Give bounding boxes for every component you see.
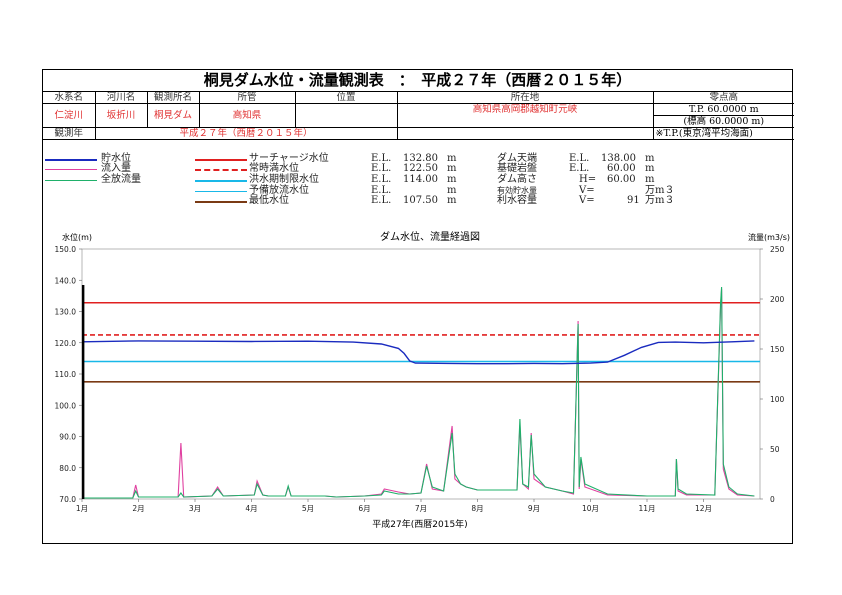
value-station: 桐見ダム [146, 103, 200, 128]
legend-label-min-level: 最低水位 [249, 195, 289, 206]
legend-label-pre-release: 予備放流水位 [249, 185, 309, 196]
y-left-tick-label: 150.0 [55, 245, 77, 254]
legend-block: 貯水位 流入量 全放流量 サーチャージ水位 常時満水位 洪水期制限水位 予備放流… [43, 153, 792, 224]
legend-label-inflow: 流入量 [101, 163, 131, 174]
chart-title: ダム水位、流量経過図 [380, 230, 480, 243]
dam-value-1: 60.00 [607, 163, 636, 174]
x-tick-label: 6月 [358, 504, 370, 513]
level-unit-4: m [447, 195, 457, 206]
dam-name-3: 有効貯水量 [497, 186, 537, 195]
x-tick-label: 2月 [132, 504, 144, 513]
dam-prefix-2: H= [579, 174, 597, 185]
x-tick-label: 5月 [302, 504, 314, 513]
y-left-tick-label: 100.0 [55, 401, 77, 410]
value-river: 坂折川 [94, 103, 148, 128]
y-left-tick-label: 90.0 [59, 433, 76, 442]
obs-year-value: 平成２７年（西暦２０１５年） [94, 127, 398, 140]
series-line [82, 288, 755, 499]
level-unit-0: m [447, 153, 457, 164]
y-right-tick-label: 250 [770, 245, 785, 254]
level-unit-2: m [447, 174, 457, 185]
x-tick-label: 11月 [638, 504, 655, 513]
series-line [82, 286, 755, 499]
y-left-tick-label: 110.0 [55, 370, 77, 379]
legend-swatch-normal-full [195, 169, 247, 171]
legend-label-flood-limit: 洪水期制限水位 [249, 174, 319, 185]
x-tick-label: 9月 [528, 504, 540, 513]
x-tick-label: 12月 [695, 504, 712, 513]
x-tick-label: 4月 [245, 504, 257, 513]
level-unit-3: m [447, 185, 457, 196]
x-tick-label: 7月 [415, 504, 427, 513]
plot-area: 70.0 80.0 90.0 100.0 110.0 120.0 130.0 140.0 150… [55, 245, 785, 513]
y-left-tick-label: 130.0 [55, 308, 77, 317]
y-right-tick-label: 150 [770, 345, 785, 354]
dam-value-2: 60.00 [607, 174, 636, 185]
x-tick-label: 3月 [189, 504, 201, 513]
y-left-tick-label: 140.0 [55, 276, 77, 285]
dam-name-4: 利水容量 [497, 195, 537, 206]
dam-unit-0: m [645, 153, 655, 164]
legend-label-storage: 貯水位 [101, 153, 131, 164]
level-prefix-4: E.L. [371, 195, 392, 206]
y-left-axis-label: 水位(m) [62, 232, 92, 242]
dam-unit-2: m [645, 174, 655, 185]
y-left-tick-label: 120.0 [55, 339, 77, 348]
report-title: 桐見ダム水位・流量観測表 ： 平成２７年（西暦２０１５年） [43, 70, 792, 92]
report-frame: 桐見ダム水位・流量観測表 ： 平成２７年（西暦２０１５年） 水系名 河川名 観測… [42, 69, 794, 544]
y-right-tick-label: 50 [770, 445, 780, 454]
level-value-2: 114.00 [403, 174, 438, 185]
tp-note: ※T.P.(東京湾平均海面) [652, 127, 794, 140]
legend-swatch-pre-release [195, 191, 247, 192]
dam-unit-3: 万m３ [645, 185, 675, 196]
legend-swatch-surcharge [195, 159, 247, 161]
legend-swatch-outflow [45, 180, 97, 181]
level-prefix-2: E.L. [371, 174, 392, 185]
dam-prefix-1: E.L. [569, 163, 590, 174]
y-right-tick-label: 0 [770, 495, 775, 504]
station-info-table: 水系名 河川名 観測所名 所管 位置 所在地 零点高 仁淀川 坂折川 桐見ダム … [43, 92, 794, 140]
y-right-axis-label: 流量(m3/s) [748, 232, 790, 242]
dam-prefix-4: V= [579, 195, 595, 206]
level-prefix-0: E.L. [371, 153, 392, 164]
legend-label-surcharge: サーチャージ水位 [249, 153, 329, 164]
x-tick-label: 10月 [582, 504, 599, 513]
legend-label-outflow: 全放流量 [101, 174, 141, 185]
level-value-0: 132.80 [403, 153, 438, 164]
level-value-4: 107.50 [403, 195, 438, 206]
legend-swatch-min-level [195, 201, 247, 203]
legend-swatch-inflow [45, 169, 97, 170]
dam-unit-4: 万m３ [645, 195, 675, 206]
dam-value-4: 91 [627, 195, 640, 206]
dam-value-0: 138.00 [601, 153, 636, 164]
legend-swatch-flood-limit [195, 180, 247, 182]
plot-frame [81, 248, 761, 500]
x-axis-label: 平成27年(西暦2015年) [372, 518, 467, 530]
x-tick-label: 8月 [471, 504, 483, 513]
level-value-1: 122.50 [403, 163, 438, 174]
level-prefix-1: E.L. [371, 163, 392, 174]
y-right-tick-label: 100 [770, 395, 785, 404]
level-prefix-3: E.L. [371, 185, 392, 196]
y-right-tick-label: 200 [770, 295, 785, 304]
info-year-row: 観測年 平成２７年（西暦２０１５年） ※T.P.(東京湾平均海面) [43, 127, 794, 140]
dam-name-2: ダム高さ [497, 174, 537, 185]
legend-swatch-storage [45, 159, 97, 161]
level-unit-1: m [447, 163, 457, 174]
value-river-system: 仁淀川 [43, 103, 96, 128]
dam-name-0: ダム天端 [497, 153, 537, 164]
dam-name-1: 基礎岩盤 [497, 163, 537, 174]
dam-prefix-0: E.L. [569, 153, 590, 164]
dam-unit-1: m [645, 163, 655, 174]
x-tick-label: 1月 [76, 504, 88, 513]
y-left-tick-label: 70.0 [59, 495, 76, 504]
dam-prefix-3: V= [579, 185, 595, 196]
y-left-tick-label: 80.0 [59, 464, 76, 473]
legend-label-normal-full: 常時満水位 [249, 163, 299, 174]
series-line [81, 340, 755, 365]
